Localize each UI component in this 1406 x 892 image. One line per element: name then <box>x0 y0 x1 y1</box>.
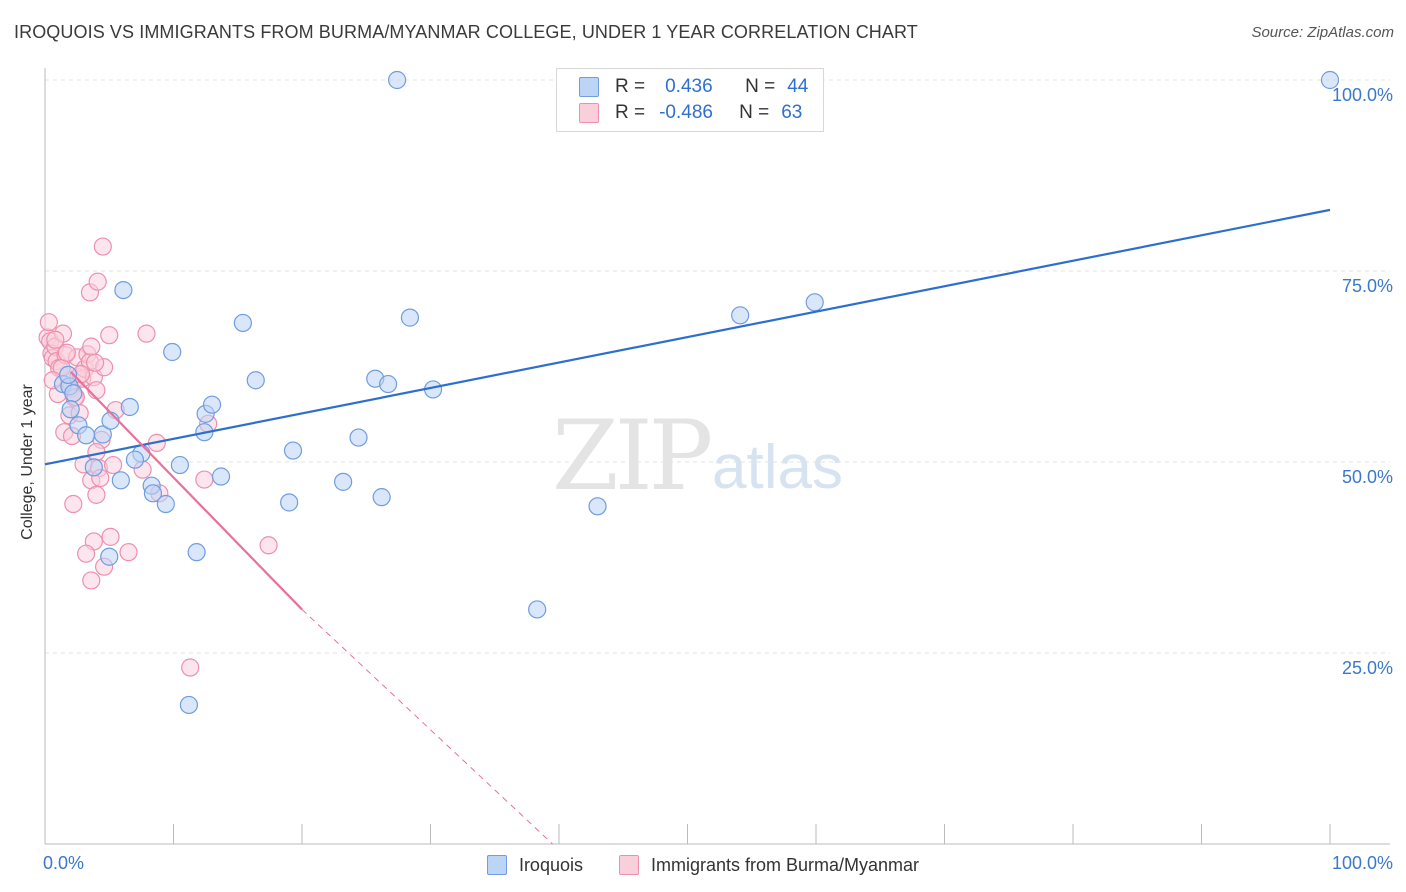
data-point-burma <box>93 237 112 256</box>
data-point-iroquois <box>101 411 120 430</box>
data-point-iroquois <box>120 397 139 417</box>
data-point-burma <box>57 343 76 362</box>
series-legend: Iroquois Immigrants from Burma/Myanmar <box>0 852 1406 878</box>
trend-line-burma <box>69 371 303 611</box>
data-point-iroquois <box>233 313 252 333</box>
data-point-iroquois <box>170 455 190 475</box>
watermark-zip: ZIP <box>552 400 713 512</box>
data-point-burma <box>87 381 106 400</box>
data-point-burma <box>64 494 83 514</box>
legend-swatch-pink <box>618 855 639 875</box>
stats-legend: R = 0.436 N = 44 R = -0.486 N = 63 <box>556 68 824 132</box>
legend-swatch-blue <box>579 77 599 97</box>
legend-label-iroquois: Iroquois <box>518 854 583 875</box>
data-point-burma <box>82 571 101 590</box>
legend-swatch-pink <box>579 103 599 123</box>
data-point-burma <box>88 272 107 291</box>
data-point-burma <box>86 353 105 372</box>
data-point-iroquois <box>588 497 607 516</box>
data-point-iroquois <box>805 293 824 312</box>
data-point-burma <box>195 470 214 489</box>
data-point-iroquois <box>334 472 353 491</box>
y-tick-label: 75.0% <box>1342 276 1393 296</box>
data-point-burma <box>46 330 65 349</box>
data-point-iroquois <box>84 458 103 477</box>
data-point-burma <box>82 337 101 356</box>
data-point-iroquois <box>59 365 78 385</box>
data-point-burma <box>100 326 119 345</box>
data-point-iroquois <box>61 400 80 419</box>
data-point-iroquois <box>93 425 112 444</box>
data-point-iroquois <box>1320 70 1340 90</box>
data-point-iroquois <box>202 395 222 414</box>
data-point-burma <box>259 536 278 555</box>
data-point-iroquois <box>280 493 299 512</box>
data-point-iroquois <box>143 484 163 503</box>
data-point-iroquois <box>163 342 182 362</box>
legend-row-iroquois: R = 0.436 N = 44 <box>579 75 808 99</box>
x-tick-label: 100.0% <box>1332 853 1393 873</box>
data-point-burma <box>137 324 156 343</box>
chart-title: IROQUOIS VS IMMIGRANTS FROM BURMA/MYANMA… <box>14 22 918 42</box>
legend-r-label: R = <box>615 102 646 123</box>
legend-item-iroquois[interactable]: Iroquois <box>486 854 583 876</box>
data-point-burma <box>119 543 138 562</box>
legend-r-label: R = <box>615 76 646 97</box>
y-tick-label: 25.0% <box>1342 658 1393 678</box>
data-point-burma <box>181 658 200 677</box>
legend-n-value: 63 <box>781 102 803 123</box>
data-point-iroquois <box>387 70 407 90</box>
legend-r-value: 0.436 <box>665 76 713 97</box>
data-point-iroquois <box>731 306 750 325</box>
data-point-burma <box>39 313 58 332</box>
x-tick-label: 0.0% <box>43 853 84 873</box>
data-point-iroquois <box>528 600 547 619</box>
data-point-iroquois <box>77 426 96 445</box>
data-point-iroquois <box>179 695 199 715</box>
legend-row-burma: R = -0.486 N = 63 <box>579 101 802 125</box>
legend-n-label: N = <box>739 102 770 123</box>
legend-n-value: 44 <box>787 76 809 97</box>
watermark-atlas: atlas <box>712 433 843 502</box>
legend-label-burma: Immigrants from Burma/Myanmar <box>650 854 920 875</box>
legend-n-label: N = <box>745 76 776 97</box>
data-point-iroquois <box>125 450 145 469</box>
data-point-iroquois <box>211 467 231 486</box>
source-credit: Source: ZipAtlas.com <box>1251 24 1394 41</box>
data-point-iroquois <box>372 488 391 507</box>
data-point-burma <box>104 455 123 475</box>
data-point-iroquois <box>400 308 420 327</box>
y-axis-label: College, Under 1 year <box>19 384 36 540</box>
data-point-iroquois <box>156 494 175 514</box>
trend-line-iroquois <box>44 208 1331 466</box>
data-point-burma <box>101 527 120 546</box>
data-point-iroquois <box>111 471 130 490</box>
data-point-iroquois <box>246 371 265 390</box>
data-point-burma <box>87 485 106 504</box>
data-point-iroquois <box>100 547 119 566</box>
legend-r-value: -0.486 <box>659 102 713 123</box>
data-point-iroquois <box>64 384 83 403</box>
y-tick-label: 100.0% <box>1332 85 1393 105</box>
legend-swatch-blue <box>486 855 507 875</box>
data-point-iroquois <box>114 281 133 300</box>
legend-item-burma[interactable]: Immigrants from Burma/Myanmar <box>618 854 920 876</box>
y-tick-label: 50.0% <box>1342 467 1393 487</box>
trend-line-burma <box>301 609 553 845</box>
data-point-iroquois <box>378 374 398 394</box>
data-point-iroquois <box>349 428 368 447</box>
data-point-iroquois <box>283 441 303 460</box>
data-point-burma <box>77 544 96 563</box>
data-point-iroquois <box>187 543 206 562</box>
